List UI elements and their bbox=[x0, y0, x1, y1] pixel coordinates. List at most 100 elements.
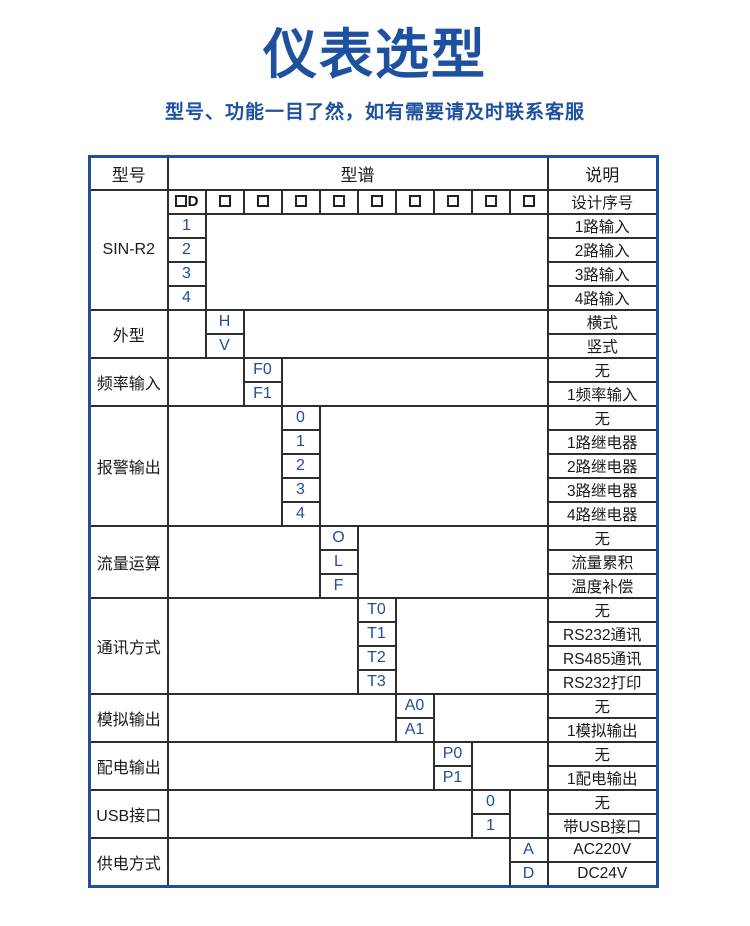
desc-cell: 无 bbox=[546, 693, 659, 720]
code-cell: H bbox=[204, 309, 245, 336]
code-cell: T3 bbox=[356, 669, 397, 696]
code-cell: 3 bbox=[280, 477, 321, 504]
table-row: 频率输入 F0 无 bbox=[88, 357, 659, 408]
table-row: 2 2路输入 bbox=[90, 237, 659, 264]
code-letter: D bbox=[187, 193, 199, 211]
placeholder-box-cell bbox=[204, 189, 245, 216]
empty-cell bbox=[470, 741, 549, 792]
model-selection-table: 型号 型谱 说明 SIN-R2 D 设计序号 1 1路输入 2 2路输入 3 3路输入 4 4路输入… bbox=[88, 154, 659, 888]
empty-cell bbox=[280, 357, 549, 408]
desc-cell: 4路继电器 bbox=[546, 501, 659, 528]
row-label: 流量运算 bbox=[88, 525, 169, 600]
empty-cell bbox=[204, 213, 549, 312]
page-header: 仪表选型 型号、功能一目了然，如有需要请及时联系客服 bbox=[0, 0, 750, 124]
empty-cell bbox=[318, 405, 549, 528]
placeholder-box-icon bbox=[174, 194, 187, 207]
table-row: F 温度补偿 bbox=[90, 573, 659, 600]
table-header-row: 型号 型谱 说明 bbox=[88, 155, 659, 192]
desc-cell: DC24V bbox=[546, 861, 659, 888]
desc-cell: 3路输入 bbox=[546, 261, 659, 288]
placeholder-box-icon bbox=[370, 194, 383, 207]
table-row: 供电方式 A AC220V bbox=[88, 837, 659, 888]
desc-cell: 横式 bbox=[546, 309, 659, 336]
table-row: 4 4路继电器 bbox=[90, 501, 659, 528]
table-row: 2 2路继电器 bbox=[90, 453, 659, 480]
empty-cell bbox=[166, 525, 321, 600]
code-cell: 1 bbox=[280, 429, 321, 456]
page-title: 仪表选型 bbox=[263, 25, 487, 85]
code-cell: T1 bbox=[356, 621, 397, 648]
desc-cell: 无 bbox=[546, 741, 659, 768]
placeholder-box-icon bbox=[218, 194, 231, 207]
table-row: V 竖式 bbox=[90, 333, 659, 360]
code-cell: P1 bbox=[432, 765, 473, 792]
placeholder-box-cell bbox=[318, 189, 359, 216]
code-cell: 1 bbox=[470, 813, 511, 840]
code-cell: T2 bbox=[356, 645, 397, 672]
row-label: 外型 bbox=[88, 309, 169, 360]
placeholder-box-icon bbox=[408, 194, 421, 207]
desc-cell: 1路输入 bbox=[546, 213, 659, 240]
table-row: 1 1路输入 bbox=[90, 213, 659, 312]
table-row: USB接口 0 无 bbox=[88, 789, 659, 840]
code-cell: A bbox=[508, 837, 549, 864]
empty-cell bbox=[356, 525, 549, 600]
desc-cell: 无 bbox=[546, 405, 659, 432]
table-row: 配电输出 P0 无 bbox=[88, 741, 659, 792]
placeholder-box-cell bbox=[470, 189, 511, 216]
table-row: P1 1配电输出 bbox=[90, 765, 659, 792]
desc-cell: RS232打印 bbox=[546, 669, 659, 696]
placeholder-box-icon bbox=[484, 194, 497, 207]
code-cell: T0 bbox=[356, 597, 397, 624]
row-label: SIN-R2 bbox=[88, 189, 169, 312]
placeholder-box-icon bbox=[446, 194, 459, 207]
table-row: T1 RS232通讯 bbox=[90, 621, 659, 648]
table-row: L 流量累积 bbox=[90, 549, 659, 576]
table-row: 3 3路继电器 bbox=[90, 477, 659, 504]
table-row: 3 3路输入 bbox=[90, 261, 659, 288]
code-cell: 4 bbox=[280, 501, 321, 528]
code-cell: L bbox=[318, 549, 359, 576]
code-cell: 4 bbox=[166, 285, 207, 312]
row-label: 通讯方式 bbox=[88, 597, 169, 696]
desc-cell: 1路继电器 bbox=[546, 429, 659, 456]
placeholder-box-cell bbox=[280, 189, 321, 216]
placeholder-box-icon bbox=[294, 194, 307, 207]
placeholder-box-icon bbox=[522, 194, 535, 207]
row-label: USB接口 bbox=[88, 789, 169, 840]
desc-cell: 温度补偿 bbox=[546, 573, 659, 600]
placeholder-box-icon bbox=[256, 194, 269, 207]
desc-cell: 无 bbox=[546, 597, 659, 624]
placeholder-box-cell bbox=[356, 189, 397, 216]
empty-cell bbox=[166, 693, 397, 744]
code-cell: F bbox=[318, 573, 359, 600]
code-cell: 0 bbox=[280, 405, 321, 432]
code-cell: D bbox=[508, 861, 549, 888]
design-serial-code-cell: D bbox=[166, 189, 207, 216]
table-row: T3 RS232打印 bbox=[90, 669, 659, 696]
code-cell: P0 bbox=[432, 741, 473, 768]
table-row: D DC24V bbox=[90, 861, 659, 888]
desc-cell: 2路继电器 bbox=[546, 453, 659, 480]
desc-cell: 1配电输出 bbox=[546, 765, 659, 792]
code-cell: O bbox=[318, 525, 359, 552]
row-label: 供电方式 bbox=[88, 837, 169, 888]
table-row: SIN-R2 D 设计序号 bbox=[88, 189, 659, 312]
code-cell: 0 bbox=[470, 789, 511, 816]
selection-table-container: 型号 型谱 说明 SIN-R2 D 设计序号 1 1路输入 2 2路输入 3 3路输入 4 4路输入… bbox=[88, 154, 750, 888]
code-cell: 3 bbox=[166, 261, 207, 288]
row-label: 模拟输出 bbox=[88, 693, 169, 744]
empty-cell bbox=[166, 309, 207, 360]
desc-cell: 无 bbox=[546, 525, 659, 552]
placeholder-box-cell bbox=[508, 189, 549, 216]
row-label: 频率输入 bbox=[88, 357, 169, 408]
row-label: 报警输出 bbox=[88, 405, 169, 528]
table-row: T2 RS485通讯 bbox=[90, 645, 659, 672]
placeholder-box-cell bbox=[432, 189, 473, 216]
table-row: 外型 H 横式 bbox=[88, 309, 659, 360]
empty-cell bbox=[166, 597, 359, 696]
empty-cell bbox=[166, 405, 283, 528]
empty-cell bbox=[166, 741, 435, 792]
table-row: 1 1路继电器 bbox=[90, 429, 659, 456]
